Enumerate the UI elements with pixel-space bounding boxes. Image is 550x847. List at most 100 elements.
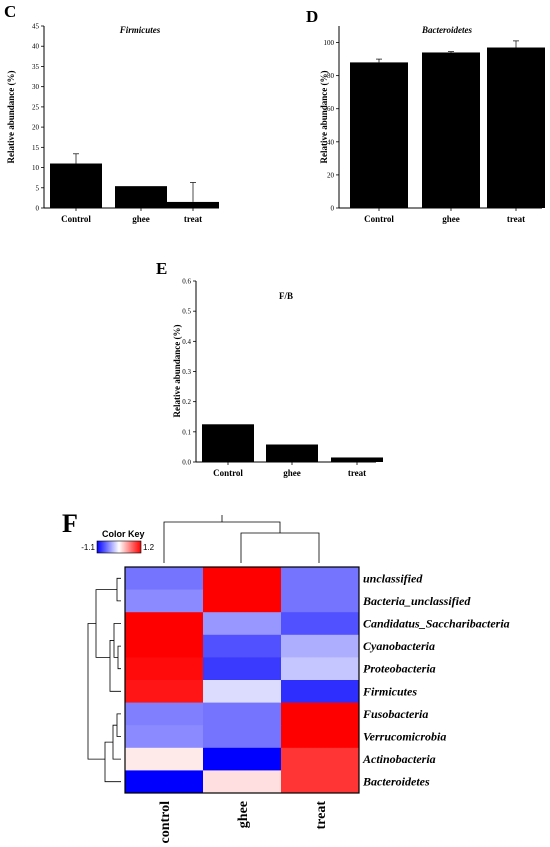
heatmap-cell [125,702,204,726]
y-tick-label: 100 [324,39,335,47]
row-dendrogram-branch [109,640,121,692]
heatmap-cell [281,680,360,704]
heatmap-cell [125,589,204,613]
heatmap-row-label: Verrucomicrobia [363,730,446,744]
y-tick-label: 80 [327,72,335,80]
y-tick-label: 10 [32,164,40,172]
panel-letter-e: E [156,259,167,278]
heatmap-cell [125,612,204,636]
y-axis-label: Relative abundance (%) [6,71,16,164]
heatmap-cell [203,634,282,658]
row-dendrogram-branch [117,645,121,670]
x-tick-label: ghee [132,214,150,224]
heatmap-row-label: Proteobacteria [363,662,436,676]
bar-chart-fb-ratio: 0.0 0.1 0.2 0.3 0.4 0.5 0.6 Control ghee treat F/B… [172,278,383,478]
x-tick-label: Control [61,214,91,224]
y-tick-label: 0 [331,205,335,213]
y-tick-label: 40 [32,43,40,51]
y-tick-label: 5 [36,184,40,192]
y-tick-label: 0.6 [182,278,191,286]
y-axis-label: Relative abundance (%) [172,325,182,418]
heatmap-border [124,566,360,794]
chart-title: F/B [279,291,293,301]
heatmap-column-label: ghee [236,801,251,828]
panel-letter-f: F [62,509,78,538]
y-tick-label: 45 [32,23,40,31]
bar-chart-bacteroidetes: 0 20 40 60 80 100 Control ghee treat Bacteroidete… [319,25,545,224]
row-dendrogram-branch [87,623,105,760]
y-tick-label: 35 [32,63,40,71]
bar [487,47,545,208]
bar-chart-firmicutes: 0 5 10 15 20 25 30 35 40 45 Control ghee treat Firmic… [6,23,219,224]
bar [202,424,254,462]
row-dendrogram-branch [116,577,121,602]
heatmap-row-label: Actinobacteria [362,752,436,766]
y-tick-label: 0.3 [182,368,191,376]
bar [266,444,318,462]
x-tick-label: treat [348,468,366,478]
y-tick-label: 0.5 [182,308,191,316]
heatmap-cell [203,567,282,591]
bar [50,163,102,208]
y-axis-label: Relative abundance (%) [319,71,329,164]
heatmap-row-label: Fusobacteria [362,707,428,721]
heatmap-cell [125,657,204,681]
heatmap-cell [125,680,204,704]
heatmap-row-label: Bacteria_unclassified [362,594,471,608]
heatmap-column-label: treat [314,801,329,830]
y-tick-label: 0.2 [182,398,191,406]
heatmap-cell [125,747,204,771]
heatmap-cell [281,612,360,636]
y-tick-label: 0.4 [182,338,191,346]
row-dendrogram-branch [104,741,121,783]
y-tick-label: 0 [36,205,40,213]
y-tick-label: 40 [327,138,335,146]
heatmap-row-label: Candidatus_Saccharibacteria [363,617,510,631]
heatmap-cell [203,725,282,749]
heatmap-cell [203,657,282,681]
heatmap-row-label: Cyanobacteria [363,639,435,653]
color-key-min-label: -1.1 [81,543,95,552]
heatmap: unclassified Bacteria_unclassified Candida… [87,515,510,844]
heatmap-cell [281,657,360,681]
heatmap-cell [203,702,282,726]
bar [422,52,480,208]
bar [331,457,383,462]
x-tick-label: ghee [283,468,301,478]
y-tick-label: 0.0 [182,459,191,467]
color-key-gradient [96,540,142,554]
heatmap-cell [125,634,204,658]
chart-title: Bacteroidetes [421,25,472,35]
bar [167,201,219,208]
y-tick-label: 30 [32,83,40,91]
heatmap-row-label: Firmicutes [362,684,417,698]
heatmap-cell [203,589,282,613]
x-tick-label: treat [184,214,202,224]
heatmap-cell [125,567,204,591]
heatmap-cell [281,770,360,794]
heatmap-cell [203,612,282,636]
heatmap-cell [281,589,360,613]
heatmap-cell [125,725,204,749]
heatmap-cell [281,702,360,726]
color-key-title: Color Key [102,529,145,539]
heatmap-cell [281,567,360,591]
color-key: Color Key -1.1 1.2 [81,529,155,554]
y-tick-label: 60 [327,105,335,113]
color-key-max-label: 1.2 [143,543,155,552]
heatmap-cell [203,747,282,771]
heatmap-cell [281,634,360,658]
y-tick-label: 15 [32,144,40,152]
row-dendrogram-branch [113,623,121,658]
column-dendrogram-branch [240,532,320,563]
bar [115,186,167,208]
heatmap-cell [281,747,360,771]
heatmap-column-label: control [158,801,173,844]
heatmap-cell [281,725,360,749]
row-dendrogram-branch [116,713,121,737]
heatmap-cell [203,770,282,794]
y-tick-label: 25 [32,103,40,111]
chart-title: Firmicutes [119,25,161,35]
heatmap-row-label: unclassified [363,571,423,585]
